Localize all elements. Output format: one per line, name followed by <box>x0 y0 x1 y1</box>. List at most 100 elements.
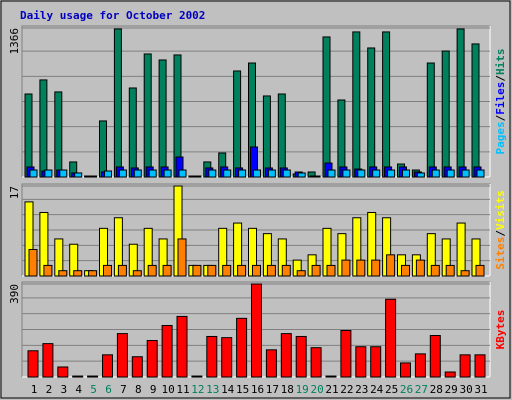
bar <box>162 264 172 277</box>
bar <box>326 264 336 277</box>
x-tick-label: 14 <box>221 383 235 396</box>
bar <box>475 264 485 277</box>
bar <box>370 346 382 378</box>
bar <box>386 254 396 277</box>
bar <box>74 172 83 178</box>
y-tick-label: 1366 <box>8 28 21 55</box>
bar <box>206 335 218 378</box>
bar <box>446 169 455 178</box>
bar <box>262 95 271 178</box>
x-tick-label: 25 <box>385 383 398 396</box>
bar <box>158 59 167 178</box>
bar <box>474 354 486 378</box>
bar <box>311 264 321 277</box>
legend: Pages/Files/Hits <box>494 49 507 155</box>
bar <box>236 317 248 378</box>
legend-entry: KBytes <box>494 310 507 350</box>
legend-separator: / <box>494 230 507 237</box>
x-tick-label: 5 <box>90 383 97 396</box>
bar <box>312 175 321 178</box>
bar <box>147 264 157 277</box>
x-tick-label: 16 <box>251 383 264 396</box>
x-tick-label: 17 <box>266 383 279 396</box>
bar <box>310 347 322 378</box>
bar <box>459 354 471 378</box>
legend-separator: / <box>494 114 507 121</box>
legend-separator: / <box>494 75 507 82</box>
bar <box>400 362 411 378</box>
bar <box>161 324 173 378</box>
x-tick-label: 18 <box>281 383 294 396</box>
bar <box>44 169 53 178</box>
bar <box>352 31 361 178</box>
x-tick-label: 6 <box>105 383 112 396</box>
bar <box>267 169 276 178</box>
bar <box>372 169 381 178</box>
bar <box>281 264 291 277</box>
bar <box>322 36 331 178</box>
y-tick-label: 17 <box>8 186 21 199</box>
x-tick-label: 12 <box>191 383 204 396</box>
bar <box>429 335 441 378</box>
bar <box>146 340 158 378</box>
bar <box>238 169 247 178</box>
bar <box>387 169 396 178</box>
bar <box>104 170 112 178</box>
x-tick-label: 21 <box>325 383 338 396</box>
bar <box>233 70 242 178</box>
bar <box>208 169 217 178</box>
legend-entry: Hits <box>494 49 507 76</box>
bar <box>327 169 336 178</box>
bar <box>471 43 480 178</box>
bar <box>103 264 112 277</box>
bar <box>39 79 48 178</box>
bar <box>252 264 261 277</box>
bar <box>356 259 366 277</box>
bar <box>444 371 456 378</box>
bar <box>357 169 366 178</box>
bar <box>133 169 142 178</box>
x-tick-label: 22 <box>340 383 353 396</box>
bar <box>282 169 291 178</box>
bar <box>456 222 466 277</box>
legend: KBytes <box>494 310 507 350</box>
y-tick-label: 390 <box>8 284 21 304</box>
bar <box>445 264 455 277</box>
x-tick-label: 9 <box>150 383 157 396</box>
bar <box>337 99 346 178</box>
bar <box>221 337 233 378</box>
bar <box>461 169 470 178</box>
bar <box>266 264 276 277</box>
bar <box>371 259 381 277</box>
bar <box>415 259 425 277</box>
x-tick-label: 10 <box>161 383 174 396</box>
bar <box>402 169 410 178</box>
bar <box>89 175 98 178</box>
x-tick-label: 31 <box>474 383 487 396</box>
bar <box>193 175 202 178</box>
bar <box>192 264 202 277</box>
bar <box>222 264 232 277</box>
bar <box>54 91 63 178</box>
x-tick-label: 4 <box>75 383 82 396</box>
bar <box>88 270 98 277</box>
bar <box>476 169 485 178</box>
x-tick-label: 26 <box>400 383 413 396</box>
bar <box>430 264 440 277</box>
bar <box>223 169 232 178</box>
x-tick-label: 30 <box>459 383 472 396</box>
bar <box>177 238 187 277</box>
bar <box>143 53 152 178</box>
bar <box>99 120 107 178</box>
bar <box>132 270 142 277</box>
bar <box>342 169 351 178</box>
bar <box>441 50 450 178</box>
bar <box>401 264 410 277</box>
bar <box>456 28 465 178</box>
bar <box>118 169 127 178</box>
bar <box>27 350 39 378</box>
bar <box>460 270 470 277</box>
legend: Sites/Visits <box>494 190 507 270</box>
bar <box>43 264 53 277</box>
bar <box>414 353 426 378</box>
